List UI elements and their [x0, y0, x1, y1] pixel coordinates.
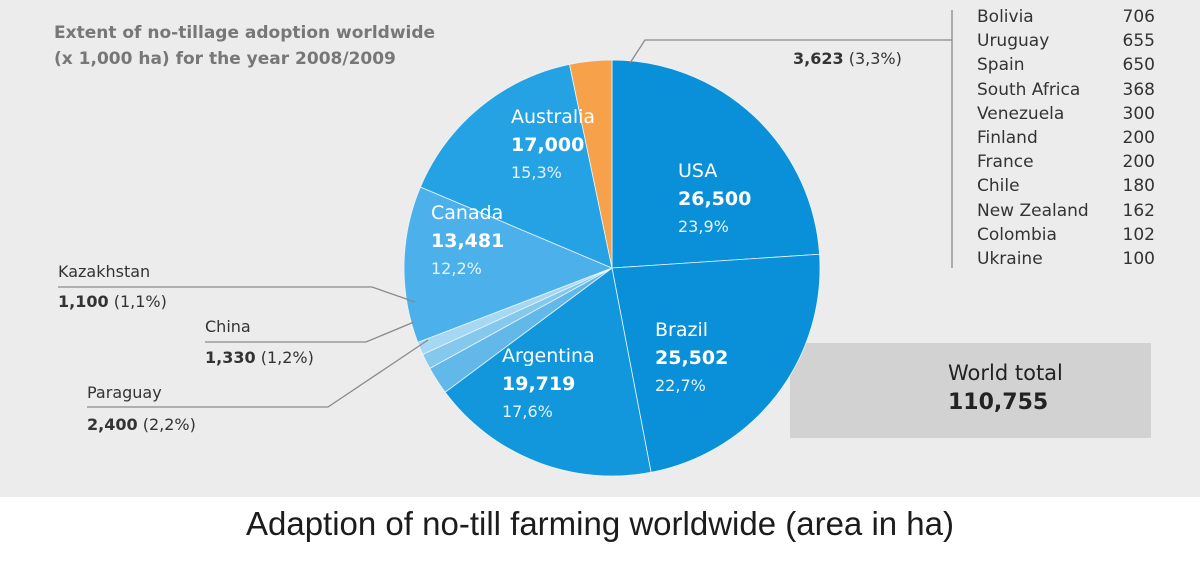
figure-caption: Adaption of no-till farming worldwide (a…	[245, 505, 955, 542]
label-argentina-value: 19,719	[502, 373, 575, 395]
label-usa-percent: 23,9%	[678, 217, 729, 236]
others-country-value: 655	[1122, 31, 1155, 52]
label-others-value: 3,623 (3,3%)	[793, 49, 902, 68]
others-country-value: 102	[1122, 224, 1155, 245]
label-canada-percent: 12,2%	[431, 259, 482, 278]
others-row-chile: Chile 180	[977, 174, 1155, 198]
label-kazakhstan-name: Kazakhstan	[58, 262, 150, 281]
others-row-ukraine: Ukraine 100	[977, 247, 1155, 271]
pie-slice-other-8	[569, 59, 613, 269]
label-argentina-percent: 17,6%	[502, 402, 553, 421]
label-kazakhstan-value: 1,100 (1,1%)	[58, 292, 167, 311]
others-row-uruguay: Uruguay 655	[977, 29, 1155, 53]
leader-line-china	[205, 321, 415, 343]
label-canada-value: 13,481	[431, 230, 504, 252]
others-country-name: France	[977, 152, 1034, 173]
pie-chart: USA 26,500 23,9% Brazil 25,502 22,7% Argentina…	[58, 10, 1151, 477]
others-table: Bolivia 706 Uruguay 655 Spain 650 South Africa…	[977, 5, 1155, 271]
label-brazil-percent: 22,7%	[655, 376, 706, 395]
others-country-name: Uruguay	[977, 31, 1050, 52]
others-country-value: 200	[1122, 152, 1155, 173]
others-country-name: Spain	[977, 55, 1025, 76]
others-row-bolivia: Bolivia 706	[977, 5, 1155, 29]
others-country-name: Colombia	[977, 224, 1057, 245]
others-row-south-africa: South Africa 368	[977, 78, 1155, 102]
others-country-value: 200	[1122, 127, 1155, 148]
world-total-box	[790, 343, 1151, 438]
pie-slice-argentina	[444, 267, 652, 477]
label-brazil-value: 25,502	[655, 347, 728, 369]
chart-title: Extent of no-tillage adoption worldwide …	[54, 20, 435, 72]
others-country-value: 180	[1122, 176, 1155, 197]
others-country-name: Venezuela	[977, 103, 1065, 124]
others-country-name: Chile	[977, 176, 1020, 197]
leader-line-paraguay	[87, 339, 429, 408]
others-country-name: Bolivia	[977, 7, 1034, 27]
others-row-new-zealand: New Zealand 162	[977, 199, 1155, 223]
label-canada-name: Canada	[431, 202, 503, 224]
pie-slice-usa	[611, 59, 820, 269]
leader-line-kazakhstan	[58, 286, 416, 303]
others-row-spain: Spain 650	[977, 53, 1155, 77]
others-country-value: 650	[1122, 55, 1155, 76]
others-country-name: Finland	[977, 127, 1038, 148]
label-china-value: 1,330 (1,2%)	[205, 348, 314, 367]
label-australia-value: 17,000	[511, 134, 584, 156]
world-total: World total 110,755	[948, 358, 1063, 418]
label-argentina-name: Argentina	[502, 345, 595, 367]
pie-slice-australia	[419, 63, 613, 269]
others-country-name: South Africa	[977, 79, 1081, 100]
label-paraguay-name: Paraguay	[87, 383, 162, 402]
others-row-venezuela: Venezuela 300	[977, 102, 1155, 126]
leader-line-others	[629, 39, 952, 64]
others-row-finland: Finland 200	[977, 126, 1155, 150]
pie-slice-canada	[403, 186, 614, 343]
label-brazil-name: Brazil	[655, 319, 708, 341]
others-country-value: 368	[1122, 79, 1155, 100]
others-country-value: 100	[1122, 248, 1155, 269]
pie-slice-brazil	[611, 253, 821, 473]
label-australia-name: Australia	[511, 106, 595, 128]
label-usa-name: USA	[678, 160, 717, 182]
chart-title-line-1: Extent of no-tillage adoption worldwide	[54, 23, 436, 43]
label-usa-value: 26,500	[678, 188, 751, 210]
others-country-value: 162	[1122, 200, 1155, 221]
label-paraguay-value: 2,400 (2,2%)	[87, 415, 196, 434]
label-china-name: China	[205, 317, 251, 336]
others-country-name: Ukraine	[977, 248, 1043, 269]
chart-title-line-2: (x 1,000 ha) for the year 2008/2009	[54, 49, 396, 69]
others-country-value: 706	[1122, 7, 1155, 27]
world-total-label: World total	[948, 361, 1063, 385]
label-australia-percent: 15,3%	[511, 163, 562, 182]
others-row-colombia: Colombia 102	[977, 223, 1155, 247]
world-total-value: 110,755	[948, 390, 1049, 415]
others-country-value: 300	[1122, 103, 1155, 124]
others-row-france: France 200	[977, 150, 1155, 174]
others-country-name: New Zealand	[977, 200, 1089, 221]
